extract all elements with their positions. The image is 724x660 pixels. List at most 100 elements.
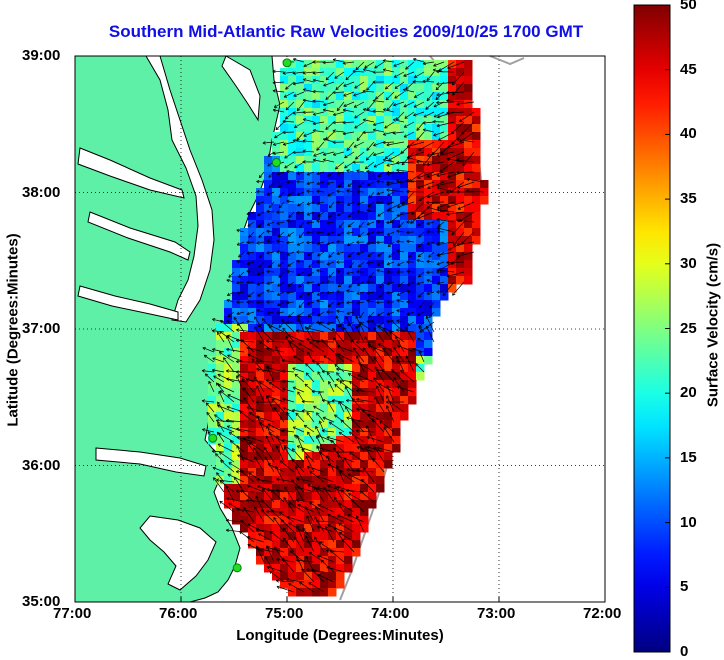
velocity-cell [336,188,345,197]
velocity-cell [336,484,345,493]
velocity-cell [368,476,377,485]
velocity-cell [408,172,417,181]
velocity-cell [336,292,345,301]
velocity-cell [432,60,441,69]
velocity-cell [240,420,249,429]
velocity-cell [208,396,217,405]
velocity-cell [384,100,393,109]
velocity-cell [352,60,361,69]
velocity-cell [320,140,329,149]
velocity-cell [256,212,265,221]
velocity-cell [296,564,305,573]
velocity-cell [400,404,409,413]
velocity-cell [464,100,473,109]
velocity-cell [424,284,433,293]
velocity-cell [336,524,345,533]
velocity-cell [376,268,385,277]
colorbar [634,5,670,652]
velocity-cell [352,548,361,557]
velocity-cell [336,396,345,405]
velocity-cell [440,284,449,293]
velocity-cell [360,380,369,389]
velocity-cell [424,340,433,349]
velocity-cell [272,132,281,141]
velocity-cell [256,348,265,357]
velocity-cell [336,140,345,149]
velocity-cell [312,132,321,141]
velocity-cell [392,108,401,117]
velocity-cell [296,228,305,237]
velocity-cell [280,252,289,261]
velocity-cell [240,524,249,533]
x-tick-label: 73:00 [477,605,515,622]
velocity-cell [312,204,321,213]
velocity-cell [344,524,353,533]
velocity-cell [240,308,249,317]
velocity-cell [360,252,369,261]
velocity-cell [472,212,481,221]
velocity-cell [408,260,417,269]
velocity-cell [440,140,449,149]
velocity-cell [352,508,361,517]
velocity-cell [240,276,249,285]
velocity-cell [360,100,369,109]
velocity-cell [360,268,369,277]
velocity-cell [336,508,345,517]
velocity-cell [320,420,329,429]
velocity-cell [296,204,305,213]
velocity-cell [408,124,417,133]
velocity-cell [256,428,265,437]
velocity-cell [288,260,297,269]
velocity-cell [328,68,337,77]
velocity-cell [328,572,337,581]
velocity-cell [408,244,417,253]
velocity-cell [344,124,353,133]
velocity-cell [320,252,329,261]
velocity-cell [240,332,249,341]
velocity-cell [408,60,417,69]
velocity-cell [464,276,473,285]
velocity-cell [336,580,345,589]
velocity-cell [336,404,345,413]
velocity-cell [448,92,457,101]
velocity-cell [304,164,313,173]
velocity-cell [328,196,337,205]
velocity-cell [280,124,289,133]
velocity-cell [288,252,297,261]
velocity-cell [320,196,329,205]
y-tick-label: 38:00 [22,184,60,201]
velocity-cell [288,124,297,133]
velocity-cell [328,284,337,293]
velocity-cell [344,68,353,77]
velocity-cell [288,588,297,597]
velocity-cell [344,564,353,573]
velocity-cell [224,380,233,389]
velocity-cell [352,204,361,213]
velocity-cell [432,300,441,309]
velocity-cell [272,388,281,397]
velocity-cell [392,420,401,429]
velocity-cell [312,332,321,341]
velocity-cell [376,132,385,141]
velocity-cell [256,316,265,325]
velocity-cell [312,252,321,261]
velocity-cell [256,468,265,477]
velocity-cell [272,372,281,381]
velocity-cell [304,284,313,293]
velocity-cell [384,252,393,261]
velocity-cell [264,316,273,325]
velocity-cell [320,404,329,413]
velocity-cell [328,332,337,341]
velocity-cell [288,116,297,125]
velocity-cell [464,124,473,133]
x-tick-label: 75:00 [265,605,303,622]
velocity-cell [280,548,289,557]
velocity-cell [376,484,385,493]
velocity-cell [408,68,417,77]
velocity-cell [296,588,305,597]
velocity-cell [432,164,441,173]
velocity-cell [464,84,473,93]
velocity-cell [408,276,417,285]
velocity-cell [232,292,241,301]
